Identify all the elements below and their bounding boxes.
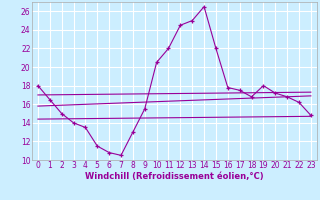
X-axis label: Windchill (Refroidissement éolien,°C): Windchill (Refroidissement éolien,°C) [85,172,264,181]
